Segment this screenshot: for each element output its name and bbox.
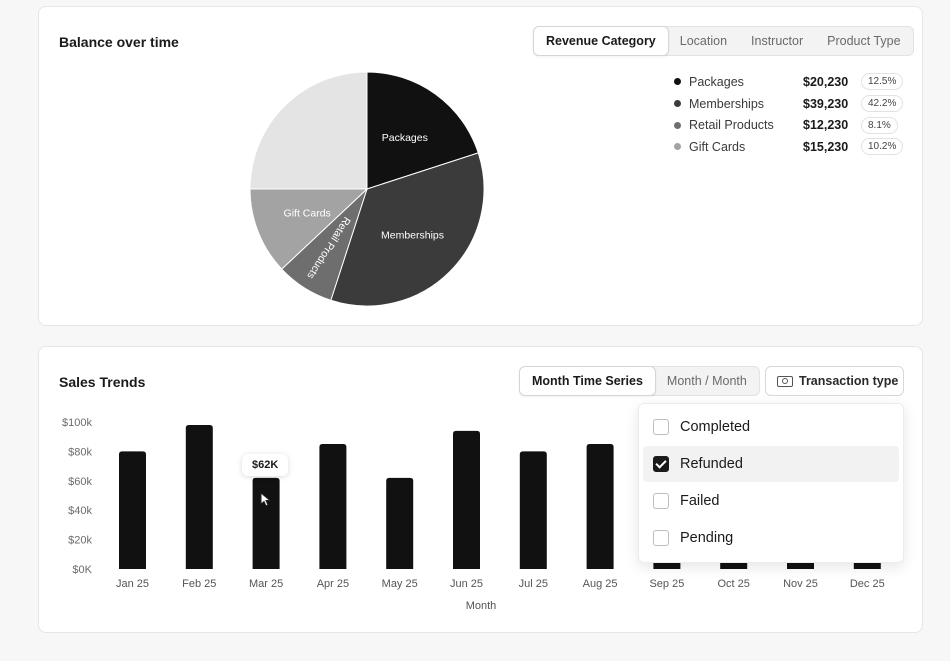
sales-title: Sales Trends xyxy=(59,374,146,390)
mouse-pointer-icon xyxy=(260,492,272,507)
y-tick-label: $80k xyxy=(68,446,92,458)
x-tick-label: Jul 25 xyxy=(519,578,548,590)
time-series-tabs: Month Time Series Month / Month xyxy=(519,366,760,396)
pie-slice-memberships[interactable] xyxy=(330,152,485,307)
legend-label: Gift Cards xyxy=(689,139,746,154)
bar-aug-25[interactable] xyxy=(586,444,614,569)
balance-title: Balance over time xyxy=(59,34,179,50)
transaction-type-dropdown: Completed Refunded Failed Pending xyxy=(638,403,904,563)
bar-jan-25[interactable] xyxy=(119,451,146,569)
x-tick-label: Mar 25 xyxy=(249,578,283,590)
pie-slice-gift-cards[interactable] xyxy=(249,188,369,270)
y-tick-label: $60k xyxy=(68,476,92,488)
bar-may-25[interactable] xyxy=(386,477,414,569)
x-tick-label: Oct 25 xyxy=(717,578,749,590)
tab-month-month[interactable]: Month / Month xyxy=(666,374,747,388)
filter-option-completed[interactable]: Completed xyxy=(643,409,899,445)
tab-instructor[interactable]: Instructor xyxy=(751,34,804,48)
pie-slice-label: Memberships xyxy=(381,230,444,242)
x-tick-label: Dec 25 xyxy=(850,578,885,590)
legend-item: Retail Products $12,230 8.1% xyxy=(674,114,903,136)
legend-value: $20,230 xyxy=(803,74,849,89)
transaction-type-label: Transaction type xyxy=(799,374,899,388)
legend-label: Memberships xyxy=(689,96,765,111)
sales-card: Sales Trends Month Time Series Month / Mo… xyxy=(38,346,923,633)
tab-product-type[interactable]: Product Type xyxy=(827,34,901,48)
filter-option-failed[interactable]: Failed xyxy=(643,483,899,519)
legend-label: Retail Products xyxy=(689,118,774,133)
legend-item: Packages $20,230 12.5% xyxy=(674,71,904,93)
x-tick-label: Feb 25 xyxy=(182,578,216,590)
checkbox[interactable] xyxy=(653,493,669,509)
balance-card: Balance over time Revenue Category Locati… xyxy=(38,6,923,326)
x-tick-label: Jun 25 xyxy=(450,578,483,590)
filter-option-label: Pending xyxy=(680,530,734,546)
legend-dot xyxy=(674,78,681,86)
y-tick-label: $20k xyxy=(68,535,92,547)
x-tick-label: Jan 25 xyxy=(116,578,149,590)
legend-percent-badge: 8.1% xyxy=(861,116,898,134)
filter-option-pending[interactable]: Pending xyxy=(643,520,899,556)
tab-revenue-category[interactable]: Revenue Category xyxy=(533,26,669,56)
bar-tooltip: $62K xyxy=(242,454,289,476)
x-tick-label: May 25 xyxy=(382,578,418,590)
bar-apr-25[interactable] xyxy=(319,444,347,569)
legend-percent-badge: 12.5% xyxy=(861,73,904,91)
y-tick-label: $0K xyxy=(72,564,92,576)
x-tick-label: Aug 25 xyxy=(583,578,618,590)
legend-percent-badge: 10.2% xyxy=(861,138,904,156)
x-tick-label: Sep 25 xyxy=(649,578,684,590)
tab-month-time-series[interactable]: Month Time Series xyxy=(519,366,656,396)
transaction-type-button[interactable]: Transaction type xyxy=(765,366,904,396)
pie-slice-label: Packages xyxy=(382,132,428,144)
pie-slice-remainder[interactable] xyxy=(249,71,368,190)
pie-slice-packages[interactable] xyxy=(366,71,479,190)
legend-percent-badge: 42.2% xyxy=(861,95,904,113)
bar-jul-25[interactable] xyxy=(519,451,547,569)
y-tick-label: $100k xyxy=(62,417,92,429)
pie-legend: Packages $20,230 12.5% Memberships $39,230 42… xyxy=(674,71,904,158)
y-tick-label: $40k xyxy=(68,505,92,517)
checkbox[interactable] xyxy=(653,530,669,546)
legend-label: Packages xyxy=(689,74,744,89)
legend-dot xyxy=(674,121,681,129)
x-tick-label: Apr 25 xyxy=(317,578,349,590)
legend-dot xyxy=(674,100,681,108)
checkbox[interactable] xyxy=(653,456,669,472)
filter-option-label: Failed xyxy=(680,493,720,509)
legend-item: Gift Cards $15,230 10.2% xyxy=(674,136,904,158)
bar-feb-25[interactable] xyxy=(185,424,213,569)
tab-location[interactable]: Location xyxy=(679,34,728,48)
cash-icon xyxy=(777,375,793,387)
filter-option-refunded[interactable]: Refunded xyxy=(643,446,899,482)
legend-value: $39,230 xyxy=(803,96,849,111)
legend-dot xyxy=(674,143,681,151)
revenue-breakdown-tabs: Revenue Category Location Instructor Produc… xyxy=(533,26,914,56)
filter-option-label: Completed xyxy=(680,419,751,435)
x-axis-label: Month xyxy=(466,600,497,612)
legend-value: $12,230 xyxy=(803,118,849,133)
x-tick-label: Nov 25 xyxy=(783,578,818,590)
legend-item: Memberships $39,230 42.2% xyxy=(674,93,904,115)
filter-option-label: Refunded xyxy=(680,456,743,472)
checkbox[interactable] xyxy=(653,419,669,435)
pie-slice-label: Gift Cards xyxy=(284,208,331,220)
bar-jun-25[interactable] xyxy=(453,430,480,569)
bar-mar-25[interactable] xyxy=(252,477,280,569)
legend-value: $15,230 xyxy=(803,139,849,154)
